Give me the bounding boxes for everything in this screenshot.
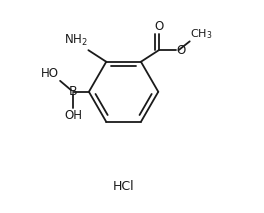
Text: O: O xyxy=(177,44,186,57)
Text: B: B xyxy=(69,85,77,98)
Text: OH: OH xyxy=(64,109,82,122)
Text: HCl: HCl xyxy=(113,180,134,193)
Text: O: O xyxy=(155,20,164,33)
Text: NH$_2$: NH$_2$ xyxy=(64,33,87,48)
Text: CH$_3$: CH$_3$ xyxy=(190,27,213,41)
Text: HO: HO xyxy=(41,67,59,80)
